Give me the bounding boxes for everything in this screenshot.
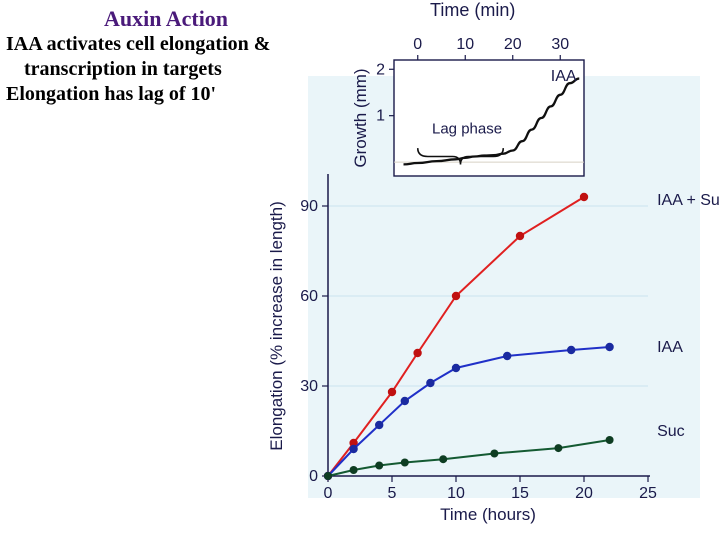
inset-series-label: IAA (551, 68, 577, 85)
series-marker (490, 450, 498, 458)
inset-ytick: 2 (376, 61, 385, 78)
ytick-label: 60 (300, 288, 318, 305)
main-ylabel: Elongation (% increase in length) (267, 201, 286, 450)
series-marker (439, 455, 447, 463)
series-marker (606, 436, 614, 444)
series-marker (452, 292, 460, 300)
xtick-label: 15 (511, 485, 529, 502)
ytick-label: 90 (300, 198, 318, 215)
series-marker (580, 193, 588, 201)
series-marker (605, 343, 613, 351)
series-marker (516, 232, 524, 240)
inset-xtick: 10 (456, 36, 474, 53)
series-marker (503, 352, 511, 360)
series-marker (350, 466, 358, 474)
series-marker (349, 445, 357, 453)
series-marker (413, 349, 421, 357)
inset-ytick: 1 (376, 108, 385, 125)
series-marker (324, 472, 332, 480)
series-marker (567, 346, 575, 354)
xtick-label: 25 (639, 485, 657, 502)
series-label: Suc (657, 423, 685, 440)
series-marker (401, 459, 409, 467)
series-marker (375, 462, 383, 470)
chart-canvas: 05101520250306090Time (hours)Elongation … (0, 0, 720, 540)
series-marker (401, 397, 409, 405)
xtick-label: 10 (447, 485, 465, 502)
series-label: IAA (657, 339, 683, 356)
main-xlabel: Time (hours) (440, 505, 536, 524)
series-marker (554, 444, 562, 452)
inset-xtick: 30 (551, 36, 569, 53)
xtick-label: 5 (388, 485, 397, 502)
series-marker (452, 364, 460, 372)
page-root: { "title": { "heading": "Auxin Action", … (0, 0, 720, 540)
inset-xtick: 20 (504, 36, 522, 53)
series-label: IAA + Suc (657, 192, 720, 209)
inset-xtick: 0 (413, 36, 422, 53)
inset-ylabel: Growth (mm) (351, 68, 370, 167)
series-marker (388, 388, 396, 396)
series-marker (426, 379, 434, 387)
ytick-label: 30 (300, 378, 318, 395)
xtick-label: 20 (575, 485, 593, 502)
series-marker (375, 421, 383, 429)
lag-phase-label: Lag phase (432, 120, 502, 137)
ytick-label: 0 (309, 468, 318, 485)
xtick-label: 0 (324, 485, 333, 502)
